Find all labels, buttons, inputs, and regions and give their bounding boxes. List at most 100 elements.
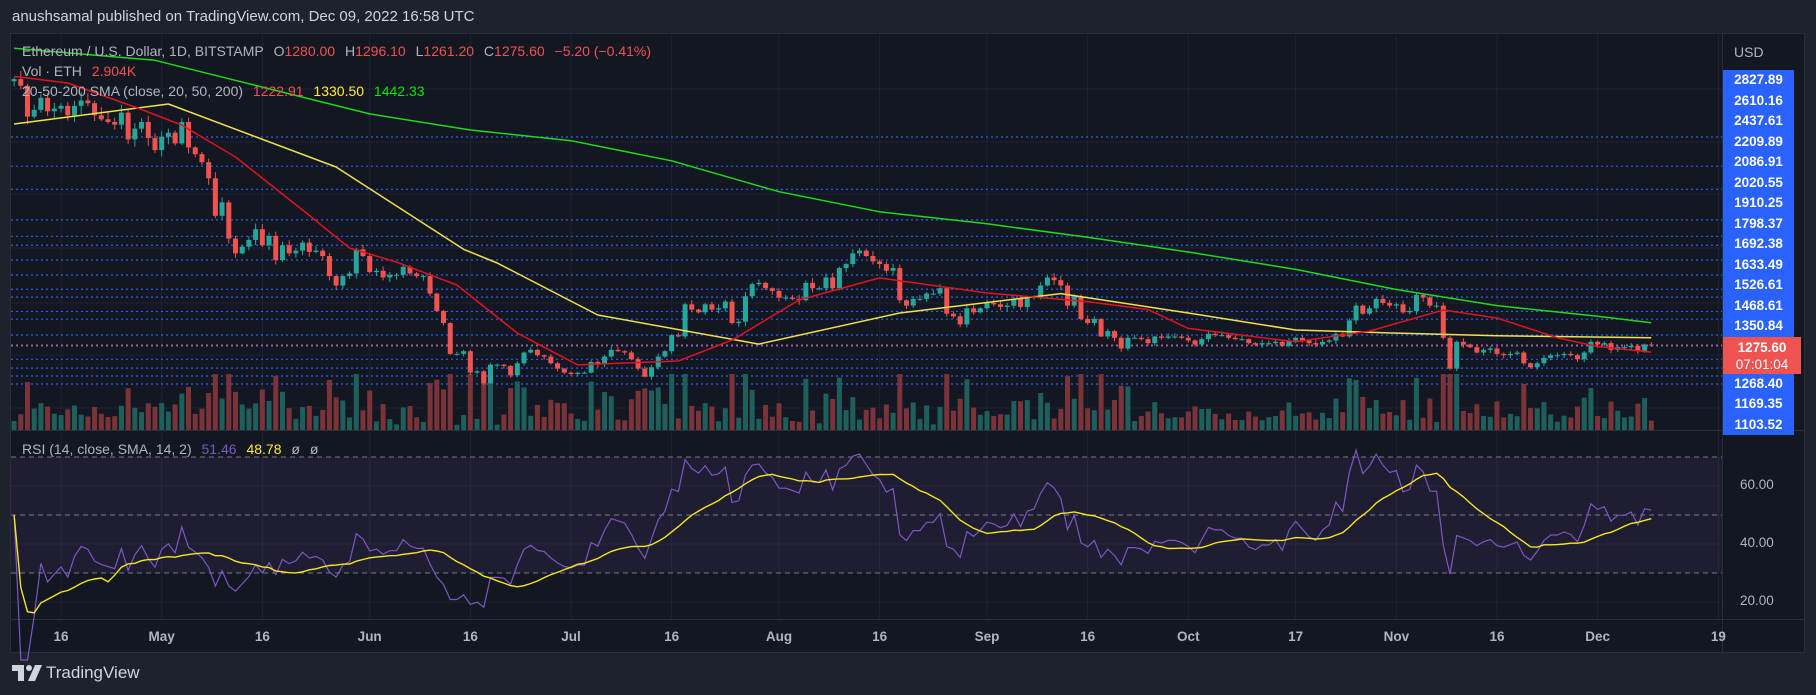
candle-body <box>950 313 956 317</box>
candle-body <box>1065 285 1071 306</box>
volume-bar <box>1366 408 1372 430</box>
symbol-legend[interactable]: Ethereum / U.S. Dollar, 1D, BITSTAMP O12… <box>22 43 657 59</box>
candle-body <box>937 288 943 294</box>
volume-bar <box>333 397 339 430</box>
volume-bar <box>487 374 493 430</box>
candle-body <box>1239 339 1245 341</box>
volume-bar <box>689 405 695 430</box>
candle-body <box>1360 305 1366 314</box>
volume-bar <box>1447 374 1453 430</box>
candle-body <box>642 368 648 377</box>
candle-body <box>669 335 675 352</box>
volume-bar <box>1487 416 1493 430</box>
time-axis-label: 17 <box>1288 629 1304 644</box>
volume-bar <box>924 405 930 430</box>
price-level-label: 1103.52 <box>1723 414 1794 435</box>
candle-body <box>944 288 950 314</box>
currency-label[interactable]: USD <box>1734 44 1764 60</box>
candle-body <box>1112 331 1118 338</box>
candle-body <box>1306 340 1312 344</box>
volume-bar <box>1333 398 1339 430</box>
volume-bar <box>118 405 124 430</box>
volume-bar <box>897 374 903 430</box>
volume-bar <box>1481 415 1487 430</box>
chart-frame[interactable] <box>10 33 1805 653</box>
volume-bar <box>1373 399 1379 430</box>
volume-bar <box>1340 412 1346 430</box>
candle-body <box>521 352 527 364</box>
candle-body <box>1125 337 1131 349</box>
candle-body <box>897 268 903 301</box>
volume-bar <box>1024 400 1030 430</box>
candle-body <box>1588 341 1594 353</box>
volume-bar <box>1239 420 1245 430</box>
candle-body <box>1353 305 1359 321</box>
candle-body <box>253 229 259 240</box>
volume-legend[interactable]: Vol · ETH 2.904K <box>22 63 142 79</box>
volume-bar <box>1132 421 1138 430</box>
volume-bar <box>1320 412 1326 430</box>
current-price: 1275.60 <box>1737 339 1787 355</box>
volume-bar <box>259 389 265 430</box>
volume-bar <box>233 391 238 430</box>
volume-bar <box>474 418 480 430</box>
candle-body <box>682 304 688 337</box>
candle-body <box>1179 336 1185 338</box>
candle-body <box>300 242 306 251</box>
candle-body <box>159 136 165 151</box>
candle-body <box>1091 319 1097 324</box>
candle-body <box>467 351 473 373</box>
volume-bar <box>340 400 346 430</box>
candle-body <box>1165 336 1171 338</box>
volume-bar <box>1460 411 1466 430</box>
candle-body <box>132 128 138 140</box>
volume-bar <box>1165 418 1171 430</box>
candle-body <box>836 268 842 289</box>
candle-body <box>789 297 795 299</box>
volume-bar <box>31 408 37 430</box>
volume-bar <box>1018 401 1024 430</box>
volume-bar <box>836 377 842 430</box>
volume-bar <box>313 415 319 430</box>
candle-body <box>602 356 608 365</box>
price-level-label: 2827.89 <box>1723 70 1794 91</box>
candle-body <box>293 250 299 254</box>
time-axis-label: May <box>148 629 175 644</box>
candle-body <box>1299 337 1305 341</box>
candle-body <box>1246 339 1252 344</box>
candle-body <box>1413 294 1419 311</box>
candle-body <box>830 277 836 289</box>
volume-bar <box>239 404 245 430</box>
volume-bar <box>454 424 460 430</box>
rsi-legend[interactable]: RSI (14, close, SMA, 14, 2) 51.46 48.78 … <box>22 441 324 457</box>
low-label: L <box>415 43 424 59</box>
volume-bar <box>1346 378 1352 430</box>
volume-bar <box>1105 409 1111 430</box>
price-axis[interactable]: 2827.89 2610.16 2437.61 2209.89 2086.91 2020.… <box>1723 70 1801 435</box>
price-level-label: 1633.49 <box>1723 254 1794 275</box>
candle-body <box>501 364 507 366</box>
volume-bar <box>1091 410 1097 430</box>
tradingview-logo[interactable]: TradingView <box>12 663 140 683</box>
candle-body <box>192 147 198 155</box>
volume-bar <box>212 374 218 430</box>
tradingview-logo-text: TradingView <box>46 663 140 682</box>
volume-bar <box>441 389 447 430</box>
volume-bar <box>51 413 57 430</box>
volume-bar <box>45 406 51 430</box>
candle-body <box>850 253 856 265</box>
volume-bar <box>514 381 520 430</box>
candle-body <box>1158 336 1164 338</box>
candle-body <box>380 270 386 278</box>
candle-body <box>45 97 51 112</box>
candle-body <box>92 103 98 116</box>
volume-bar <box>98 413 104 430</box>
candle-body <box>1004 305 1010 307</box>
candle-body <box>1138 337 1144 340</box>
candle-body <box>152 138 158 151</box>
time-axis-label: 16 <box>664 629 680 644</box>
sma-legend[interactable]: 20-50-200 SMA (close, 20, 50, 200) 1222.… <box>22 83 431 99</box>
candle-body <box>434 293 440 311</box>
candle-body <box>1266 343 1272 345</box>
